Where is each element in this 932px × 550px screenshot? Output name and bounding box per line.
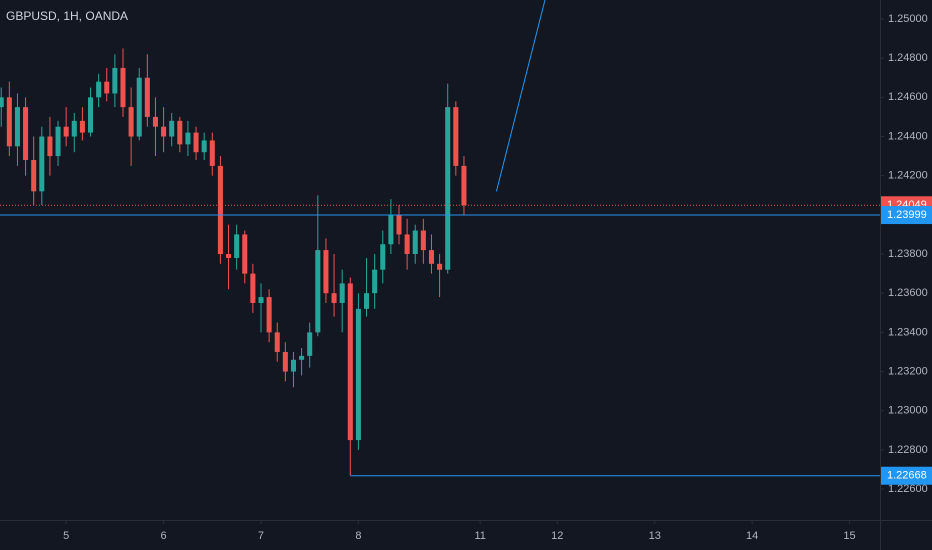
price-label: 1.23999 xyxy=(887,209,927,221)
candle-body xyxy=(201,140,207,153)
candle-body xyxy=(364,293,370,309)
candle-body xyxy=(47,136,53,157)
candle-body xyxy=(339,283,345,303)
axes: 1.22600 1.22800 1.23000 1.23200 1.23400 1.236… xyxy=(63,13,932,542)
candle-body xyxy=(437,263,443,270)
candle-body xyxy=(88,97,94,133)
candle-body xyxy=(404,234,410,255)
candle-body xyxy=(307,332,313,356)
trend-line xyxy=(495,0,546,192)
candle-body xyxy=(250,273,256,303)
candle-body xyxy=(315,250,321,333)
candle-body xyxy=(258,297,264,303)
price-label: 1.22668 xyxy=(887,470,927,482)
candle-body xyxy=(226,254,232,258)
y-tick-label: 1.23800 xyxy=(888,248,928,260)
candle-body xyxy=(234,234,240,258)
candle-body xyxy=(185,132,191,145)
chart-title: GBPUSD, 1H, OANDA xyxy=(6,9,128,23)
x-tick-label: 11 xyxy=(474,530,485,542)
y-tick-label: 1.24400 xyxy=(888,130,928,142)
x-tick-label: 7 xyxy=(258,530,264,542)
candle-body xyxy=(266,297,272,333)
price-label-box xyxy=(881,466,932,485)
candle-body xyxy=(169,120,175,137)
candle-body xyxy=(461,165,467,206)
candle-body xyxy=(445,107,451,270)
x-tick-label: 6 xyxy=(161,530,167,542)
y-tick-label: 1.25000 xyxy=(888,13,928,25)
candle-body xyxy=(274,332,280,352)
candle-body xyxy=(104,81,110,94)
candle-body xyxy=(396,214,402,235)
candle-body xyxy=(55,126,61,157)
candle-body xyxy=(177,120,183,145)
x-tick-label: 15 xyxy=(843,530,855,542)
candle-body xyxy=(372,269,378,294)
x-tick-label: 14 xyxy=(746,530,758,542)
candle-body xyxy=(63,126,69,137)
x-tick-label: 13 xyxy=(649,530,661,542)
y-tick-label: 1.22800 xyxy=(888,444,928,456)
x-tick-label: 12 xyxy=(551,530,563,542)
candle-body xyxy=(39,136,45,192)
y-tick-label: 1.24800 xyxy=(888,52,928,64)
y-tick-label: 1.24200 xyxy=(888,170,928,182)
candle-body xyxy=(282,351,288,372)
y-tick-label: 1.23200 xyxy=(888,365,928,377)
candle-body xyxy=(0,97,4,108)
candle-body xyxy=(380,244,386,270)
x-tick-label: 8 xyxy=(355,530,361,542)
candle-body xyxy=(6,97,12,147)
candle-body xyxy=(193,132,199,153)
candle-body xyxy=(96,81,102,98)
candle-body xyxy=(161,126,167,137)
candle-body xyxy=(217,165,223,255)
candle-body xyxy=(420,230,426,251)
candle-body xyxy=(79,120,85,133)
candle-body xyxy=(347,283,353,441)
candle-body xyxy=(428,250,434,264)
candle-body xyxy=(355,308,361,441)
candle-body xyxy=(71,120,77,137)
y-tick-label: 1.23400 xyxy=(888,326,928,338)
plot-area xyxy=(0,0,880,477)
candle-body xyxy=(14,107,20,147)
y-tick-label: 1.22600 xyxy=(888,483,928,495)
candle-body xyxy=(120,67,126,108)
candle-body xyxy=(23,107,29,161)
candle-body xyxy=(331,293,337,303)
candle-body xyxy=(299,355,305,360)
y-tick-label: 1.24600 xyxy=(888,91,928,103)
candle-body xyxy=(209,140,215,166)
candle-body xyxy=(242,234,248,274)
y-tick-label: 1.23000 xyxy=(888,405,928,417)
candle-body xyxy=(144,77,150,117)
candle-body xyxy=(136,77,142,137)
candle-body xyxy=(152,116,158,127)
candle-body xyxy=(31,160,37,192)
candle-body xyxy=(290,359,296,372)
candle-body xyxy=(388,214,394,245)
candle-body xyxy=(112,67,118,94)
price-label-box xyxy=(881,206,932,225)
candle-body xyxy=(412,230,418,255)
candle-body xyxy=(453,107,459,166)
candle-body xyxy=(323,250,329,294)
candle-body xyxy=(128,107,134,137)
y-tick-label: 1.23600 xyxy=(888,287,928,299)
x-tick-label: 5 xyxy=(63,530,69,542)
